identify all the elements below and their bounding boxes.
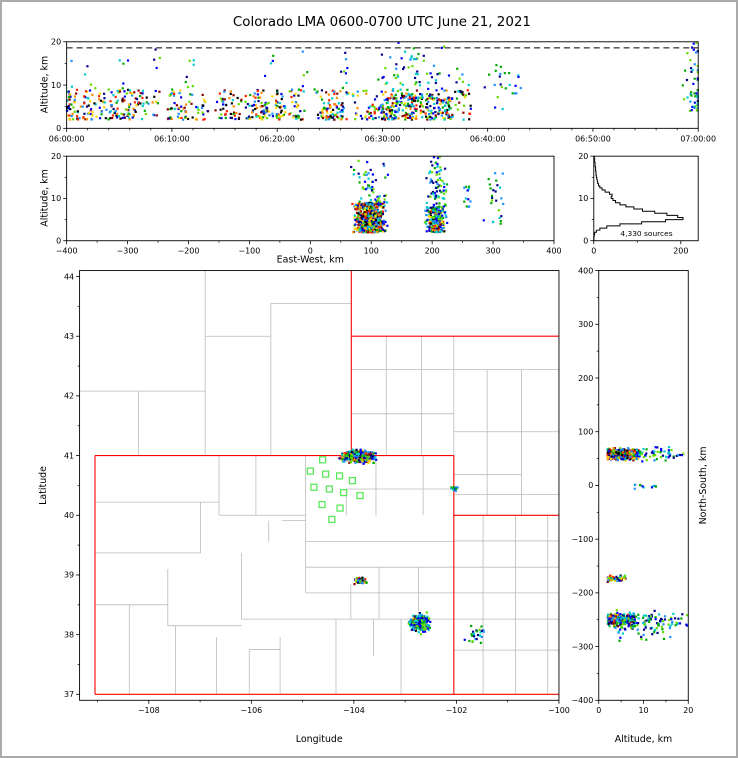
histogram-source-count: 4,330 sources bbox=[620, 229, 672, 238]
tick-label: 300 bbox=[578, 320, 593, 329]
tick-label: 38 bbox=[64, 630, 74, 639]
tick-label: 40 bbox=[64, 511, 74, 520]
tick-label: 300 bbox=[485, 247, 500, 256]
tick-label: 10 bbox=[578, 194, 588, 203]
time-panel-y-label: Altitude, km bbox=[40, 56, 51, 114]
tick-label: −300 bbox=[117, 247, 139, 256]
tick-label: 20 bbox=[51, 152, 61, 161]
tick-label: 20 bbox=[51, 38, 61, 47]
tick-label: 42 bbox=[64, 392, 74, 401]
tick-label: 100 bbox=[364, 247, 379, 256]
tick-label: 0 bbox=[56, 237, 61, 246]
ns-panel-right-label: North-South, km bbox=[698, 446, 709, 524]
tick-label: 44 bbox=[64, 272, 74, 281]
ew-panel-x-label: East-West, km bbox=[277, 255, 344, 266]
tick-label: 10 bbox=[51, 194, 61, 203]
map-x-label: Longitude bbox=[296, 734, 343, 745]
tick-label: 400 bbox=[546, 247, 561, 256]
tick-label: 0 bbox=[588, 481, 593, 490]
tick-label: 0 bbox=[591, 247, 596, 256]
ew-panel-y-label: Altitude, km bbox=[40, 169, 51, 227]
time-height-sources bbox=[65, 41, 699, 121]
figure-title: Colorado LMA 0600-0700 UTC June 21, 2021 bbox=[233, 15, 531, 30]
tick-label: 37 bbox=[64, 690, 74, 699]
tick-label: −100 bbox=[548, 706, 570, 715]
ns-panel-x-label: Altitude, km bbox=[615, 734, 673, 745]
plot-layers: 06:00:00 06:10:00 06:20:00 06:30:00 06:40:00… bbox=[49, 38, 716, 716]
tick-label: 06:20:00 bbox=[259, 134, 295, 143]
tick-label: 20 bbox=[578, 152, 588, 161]
ew-height-axes: −400 −300 −200 −100 0 100 200 300 400 0 10 20 bbox=[51, 152, 562, 256]
histogram-axes: 0 200 0 10 20 bbox=[578, 152, 699, 256]
tick-label: −104 bbox=[343, 706, 365, 715]
tick-label: 100 bbox=[578, 428, 593, 437]
tick-label: −200 bbox=[178, 247, 200, 256]
map-sources bbox=[338, 448, 485, 644]
altitude-histogram bbox=[593, 155, 684, 241]
tick-label: 06:40:00 bbox=[470, 134, 506, 143]
tick-label: −102 bbox=[446, 706, 468, 715]
ew-height-sources bbox=[350, 156, 505, 234]
tick-label: 06:50:00 bbox=[575, 134, 611, 143]
tick-label: −300 bbox=[571, 642, 593, 651]
tick-label: 200 bbox=[425, 247, 440, 256]
tick-label: 39 bbox=[64, 571, 74, 580]
state-boundaries bbox=[94, 270, 559, 695]
tick-label: 06:00:00 bbox=[49, 134, 85, 143]
tick-label: 06:30:00 bbox=[365, 134, 401, 143]
tick-label: 10 bbox=[638, 706, 648, 715]
tick-label: 0 bbox=[308, 247, 313, 256]
ns-height-axes: 0 10 20 400 300 200 100 0 −100 −200 −300 −400 bbox=[571, 266, 693, 715]
tick-label: −108 bbox=[138, 706, 160, 715]
tick-label: −106 bbox=[240, 706, 262, 715]
tick-label: 06:10:00 bbox=[154, 134, 190, 143]
county-boundaries bbox=[79, 270, 559, 695]
tick-label: 200 bbox=[578, 374, 593, 383]
tick-label: 20 bbox=[683, 706, 693, 715]
tick-label: −100 bbox=[238, 247, 260, 256]
tick-label: −400 bbox=[571, 696, 593, 705]
ns-height-sources bbox=[606, 446, 689, 642]
map-axes: −108 −106 −104 −102 −100 37 38 39 40 41 42 43 44 bbox=[64, 270, 570, 715]
tick-label: 43 bbox=[64, 332, 74, 341]
tick-label: 400 bbox=[578, 266, 593, 275]
tick-label: 07:00:00 bbox=[680, 134, 716, 143]
tick-label: 41 bbox=[64, 451, 74, 460]
tick-label: −200 bbox=[571, 589, 593, 598]
tick-label: 0 bbox=[56, 124, 61, 133]
tick-label: 0 bbox=[596, 706, 601, 715]
tick-label: 10 bbox=[51, 81, 61, 90]
lma-station-markers bbox=[306, 456, 364, 524]
tick-label: −400 bbox=[56, 247, 78, 256]
tick-label: −100 bbox=[571, 535, 593, 544]
tick-label: 200 bbox=[673, 247, 688, 256]
map-y-label: Latitude bbox=[38, 466, 49, 505]
time-height-axes: 06:00:00 06:10:00 06:20:00 06:30:00 06:40:00… bbox=[49, 38, 716, 144]
tick-label: 0 bbox=[583, 237, 588, 246]
